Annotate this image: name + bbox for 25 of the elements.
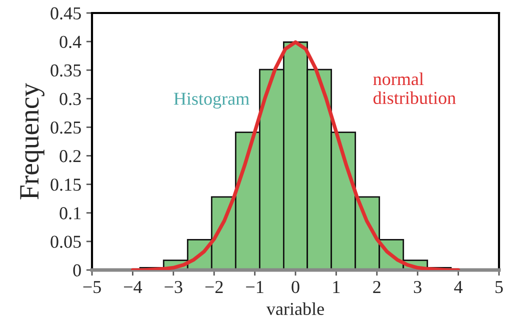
x-tick-label: 1	[333, 281, 340, 293]
y-tick-label: 0.25	[50, 121, 81, 134]
y-tick-label: 0.45	[50, 7, 81, 20]
y-tick-label: 0.4	[60, 36, 82, 48]
x-axis-title: variable	[266, 302, 324, 316]
y-tick-label: 0.2	[60, 150, 81, 162]
y-tick-label: 0.35	[50, 64, 81, 77]
x-tick-label: −5	[83, 281, 101, 294]
y-axis-title: Frequency	[20, 82, 44, 200]
x-tick-label: 0	[292, 280, 300, 294]
y-tick-label: 0.05	[50, 236, 81, 248]
text: normal distribution	[373, 72, 456, 104]
x-tick-label: −2	[205, 280, 223, 293]
y-tick-label: 0	[73, 264, 81, 276]
y-tick-label: 0.3	[60, 92, 81, 106]
x-tick-label: 4	[454, 281, 463, 293]
x-tick-label: −3	[164, 280, 182, 294]
series-label: Histogram	[174, 92, 250, 109]
x-tick-label: −1	[246, 281, 264, 293]
x-tick-label: 5	[496, 281, 503, 294]
y-tick-label: 0.15	[50, 178, 81, 191]
y-tick-label: 0.1	[60, 207, 80, 220]
x-tick-label: −4	[124, 281, 142, 293]
x-tick-label: 3	[414, 280, 422, 294]
x-tick-label: 2	[373, 280, 380, 293]
